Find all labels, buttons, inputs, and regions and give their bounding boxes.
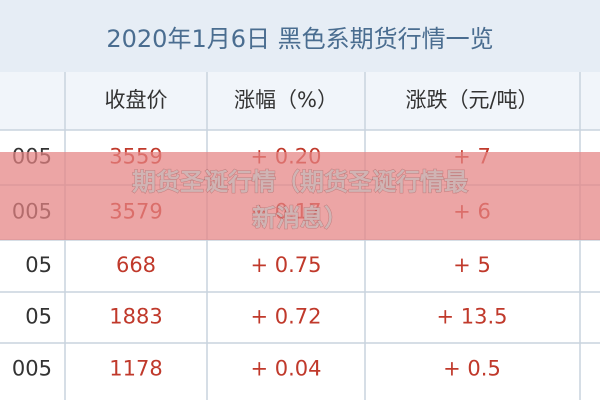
column-header: 收盘价 <box>105 88 168 112</box>
title: 2020年1月6日 黑色系期货行情一览 <box>106 25 493 53</box>
cell: + 0.04 <box>250 357 321 381</box>
cell: 1178 <box>109 357 162 381</box>
cell: + 0.5 <box>443 357 501 381</box>
banner-line: 新消息） <box>252 204 348 232</box>
row-code: 05 <box>25 253 52 277</box>
column-header: 涨幅（%） <box>234 88 338 112</box>
banner-line: 期货圣诞行情（期货圣诞行情最 <box>132 168 469 196</box>
cell: 1883 <box>109 305 162 329</box>
header-row <box>0 72 600 130</box>
cell: + 0.75 <box>250 253 321 277</box>
banner <box>0 152 600 240</box>
row-code: 005 <box>12 357 52 381</box>
cell: + 5 <box>453 253 491 277</box>
cell: + 0.72 <box>250 305 321 329</box>
column-header: 涨跌（元/吨） <box>405 88 538 112</box>
cell: + 13.5 <box>436 305 507 329</box>
row-code: 05 <box>25 305 52 329</box>
title-bar <box>0 0 600 72</box>
cell: 668 <box>116 253 156 277</box>
